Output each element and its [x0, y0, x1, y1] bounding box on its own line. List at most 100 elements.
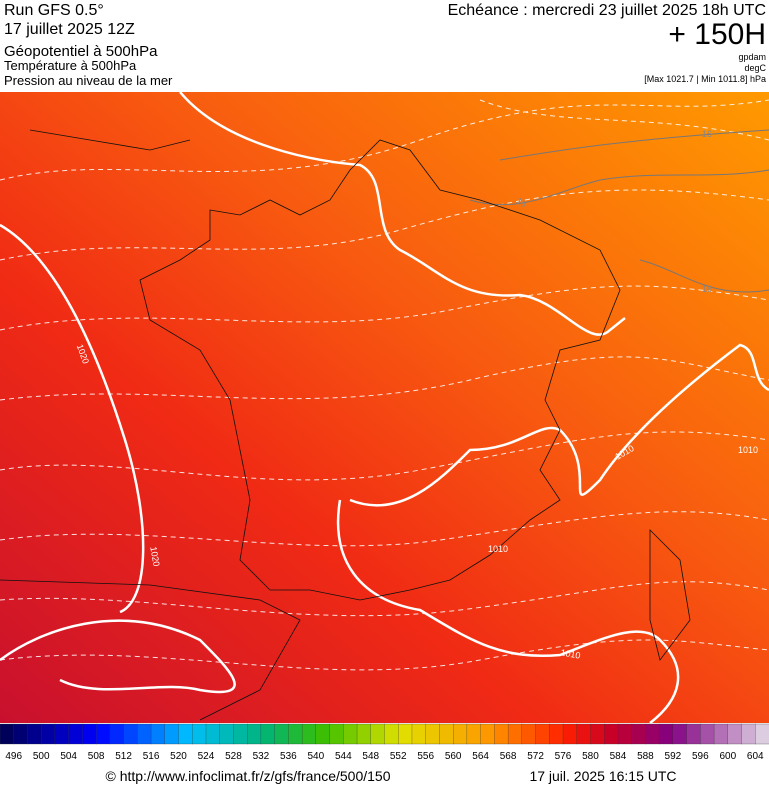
colorbar-swatch — [54, 723, 70, 745]
colorbar-label: 512 — [115, 751, 132, 762]
colorbar-label: 584 — [610, 751, 627, 762]
colorbar-swatch — [356, 723, 372, 745]
colorbar-swatch — [343, 723, 358, 745]
colorbar-swatch — [453, 723, 468, 745]
colorbar-swatch — [741, 723, 756, 745]
colorbar-swatch — [95, 723, 111, 745]
colorbar-label: 576 — [555, 751, 572, 762]
colorbar-swatch — [82, 723, 97, 745]
colorbar-swatch — [247, 723, 262, 745]
map — [0, 92, 769, 723]
colorbar-label: 544 — [335, 751, 352, 762]
colorbar-label: 508 — [88, 751, 105, 762]
colorbar-swatch — [137, 723, 152, 745]
colorbar-label: 536 — [280, 751, 297, 762]
colorbar-swatch — [41, 723, 56, 745]
run-title: Run GFS 0.5° — [4, 2, 104, 19]
colorbar-swatch — [192, 723, 207, 745]
colorbar-label: 572 — [527, 751, 544, 762]
colorbar-label: 604 — [747, 751, 764, 762]
colorbar-swatch — [0, 723, 15, 745]
colorbar-label: 500 — [33, 751, 50, 762]
colorbar-swatch — [713, 723, 729, 745]
contour-label: 16 — [702, 129, 712, 139]
colorbar-label: 556 — [417, 751, 434, 762]
colorbar-swatch — [494, 723, 509, 745]
colorbar-swatch — [521, 723, 537, 745]
colorbar-swatch — [658, 723, 674, 745]
colorbar-swatch — [13, 723, 29, 745]
colorbar-swatch — [686, 723, 701, 745]
colorbar-swatch — [439, 723, 454, 745]
pressure-isobars — [0, 92, 769, 723]
colorbar-swatch — [466, 723, 482, 745]
colorbar-swatch — [398, 723, 413, 745]
field-3: Pression au niveau de la mer — [4, 73, 173, 88]
colorbar-label: 520 — [170, 751, 187, 762]
contour-label: 16 — [515, 196, 529, 210]
colorbar-swatch — [301, 723, 317, 745]
colorbar-swatch — [590, 723, 605, 745]
colorbar-swatch — [370, 723, 386, 745]
colorbar-swatch — [507, 723, 523, 745]
temperature-contours — [469, 129, 769, 293]
colorbar-swatch — [425, 723, 441, 745]
contour-label: 16 — [702, 284, 712, 294]
contour-label: 1010 — [738, 445, 758, 455]
unit: degC — [744, 63, 766, 73]
colorbar-label: 564 — [472, 751, 489, 762]
contour-label: 1010 — [488, 544, 508, 554]
colorbar-swatch — [562, 723, 578, 745]
colorbar-label: 524 — [198, 751, 215, 762]
colorbar-swatch — [384, 723, 399, 745]
colorbar-label: 568 — [500, 751, 517, 762]
colorbar-swatch — [315, 723, 331, 745]
colorbar-swatch — [576, 723, 592, 745]
colorbar: 496 500 504 508 512 516 520 524 528 532 536 540 544 5… — [0, 723, 769, 762]
colorbar-swatch — [27, 723, 42, 745]
unit: [Max 1021.7 | Min 1011.8] hPa — [644, 74, 766, 84]
colorbar-label: 552 — [390, 751, 407, 762]
colorbar-swatch — [178, 723, 193, 745]
colorbar-label: 600 — [719, 751, 736, 762]
temperature-isolines — [0, 99, 769, 671]
colorbar-swatch — [68, 723, 84, 745]
colorbar-swatch — [123, 723, 138, 745]
run-date: 17 juillet 2025 12Z — [4, 21, 135, 38]
colorbar-swatch — [411, 723, 427, 745]
colorbar-swatch — [274, 723, 290, 745]
colorbar-label: 528 — [225, 751, 242, 762]
colorbar-swatch — [727, 723, 743, 745]
colorbar-swatch — [672, 723, 688, 745]
colorbar-swatch — [150, 723, 166, 745]
header: Run GFS 0.5° 17 juillet 2025 12Z Géopote… — [4, 2, 767, 88]
source-url: © http://www.infoclimat.fr/z/gfs/france/… — [106, 768, 391, 784]
field-2: Température à 500hPa — [4, 58, 137, 73]
colorbar-label: 532 — [253, 751, 270, 762]
colorbar-swatch — [109, 723, 125, 745]
colorbar-swatch — [260, 723, 276, 745]
field-1: Géopotentiel à 500hPa — [4, 43, 158, 60]
colorbar-swatch — [549, 723, 564, 745]
temperature-field — [0, 92, 769, 723]
colorbar-swatch — [329, 723, 344, 745]
colorbar-swatch — [535, 723, 550, 745]
colorbar-label: 596 — [692, 751, 709, 762]
unit: gpdam — [738, 52, 766, 62]
colorbar-swatch — [205, 723, 221, 745]
colorbar-swatch — [617, 723, 633, 745]
colorbar-label: 580 — [582, 751, 599, 762]
colorbar-label: 504 — [60, 751, 77, 762]
colorbar-swatch — [288, 723, 303, 745]
colorbar-swatch — [645, 723, 660, 745]
colorbar-label: 588 — [637, 751, 654, 762]
colorbar-swatch — [700, 723, 715, 745]
forecast-offset: + 150H — [668, 18, 766, 51]
colorbar-swatch — [233, 723, 248, 745]
colorbar-swatch — [219, 723, 235, 745]
colorbar-label: 560 — [445, 751, 462, 762]
colorbar-swatch — [164, 723, 180, 745]
contour-label: 1010 — [560, 647, 581, 660]
